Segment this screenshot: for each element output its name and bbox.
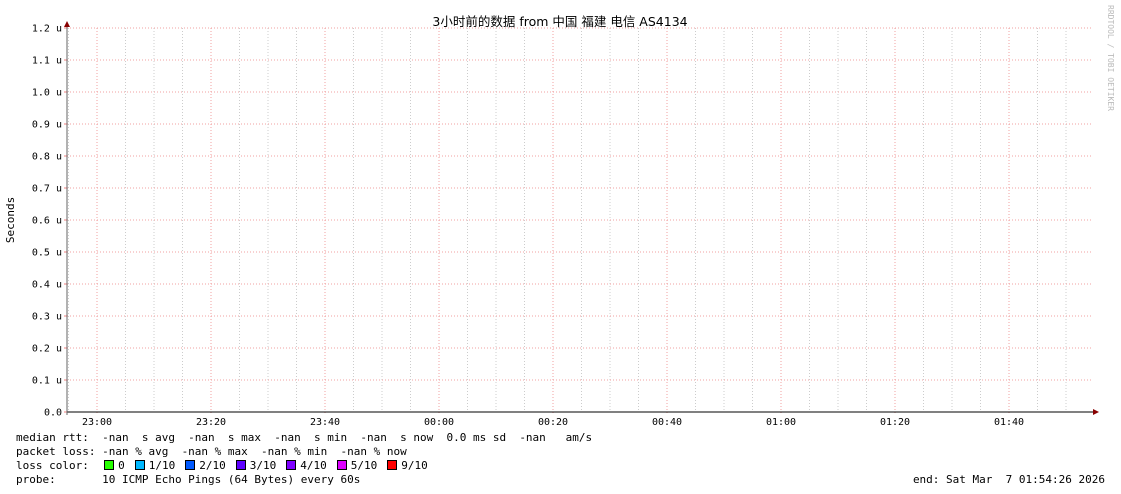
y-tick-label: 0.5 u: [32, 248, 62, 259]
loss-color-item: 0: [102, 459, 125, 472]
loss-color-label: 2/10: [199, 459, 226, 472]
loss-color-item: 4/10: [284, 459, 327, 472]
y-tick-label: 0.4 u: [32, 280, 62, 291]
x-tick-label: 01:00: [766, 417, 796, 428]
legend-probe: probe: 10 ICMP Echo Pings (64 Bytes) eve…: [16, 473, 361, 486]
y-tick-label: 0.7 u: [32, 184, 62, 195]
legend-end-time: end: Sat Mar 7 01:54:26 2026: [912, 473, 1105, 486]
y-tick-label: 0.6 u: [32, 216, 62, 227]
y-axis-arrow: [64, 21, 70, 27]
loss-color-label: 3/10: [249, 459, 277, 472]
rrdtool-watermark: RRDTOOL / TOBI OETIKER: [1106, 5, 1115, 111]
legend-median-rtt: median rtt: -nan s avg -nan s max -nan s…: [16, 431, 593, 444]
y-tick-label: 0.9 u: [32, 120, 62, 131]
y-tick-label: 0.3 u: [32, 312, 62, 323]
y-tick-label: 0.1 u: [32, 376, 62, 387]
loss-color-swatch: [286, 460, 297, 470]
loss-color-swatch: [134, 460, 145, 470]
x-ticks: 23:00 23:20 23:40 00:00 00:20 00:40 01:00 01:20…: [82, 417, 1024, 428]
y-tick-label: 0.8 u: [32, 152, 62, 163]
loss-color-label: 9/10: [401, 459, 428, 472]
x-tick-label: 23:00: [82, 417, 112, 428]
x-tick-label: 01:40: [994, 417, 1024, 428]
y-ticks: 0.0 0.1 u 0.2 u 0.3 u 0.4 u 0.5 u 0.6 u 0.7 u 0.…: [32, 24, 62, 419]
y-tick-label: 1.0 u: [32, 88, 62, 99]
grid: [64, 27, 1093, 415]
loss-color-swatch: [336, 460, 347, 470]
legend-loss-color: loss color: 0 1/10 2/10 3/10 4/10 5/10 9/10: [16, 459, 436, 473]
chart: 0.0 0.1 u 0.2 u 0.3 u 0.4 u 0.5 u 0.6 u 0.7 u 0.…: [4, 5, 1115, 428]
loss-color-swatch: [235, 460, 246, 470]
loss-color-swatch: [104, 460, 115, 470]
loss-color-item: 2/10: [183, 459, 226, 472]
loss-color-swatch: [185, 460, 196, 470]
x-axis-arrow: [1093, 409, 1099, 415]
loss-color-label: 1/10: [148, 459, 176, 472]
loss-color-item: 9/10: [385, 459, 428, 472]
x-tick-label: 23:40: [310, 417, 340, 428]
loss-color-swatch: [387, 460, 398, 470]
loss-color-item: 5/10: [335, 459, 378, 472]
loss-color-label: 4/10: [300, 459, 327, 472]
x-tick-label: 00:00: [424, 417, 454, 428]
y-tick-label: 1.1 u: [32, 56, 62, 67]
legend-packet-loss: packet loss: -nan % avg -nan % max -nan …: [16, 445, 407, 458]
loss-color-label: loss color:: [16, 459, 89, 472]
loss-color-item: 1/10: [133, 459, 176, 472]
loss-color-item: 3/10: [234, 459, 277, 472]
loss-color-label: 5/10: [350, 459, 378, 472]
y-tick-label: 1.2 u: [32, 24, 62, 35]
x-tick-label: 00:20: [538, 417, 568, 428]
y-axis-label: Seconds: [4, 197, 17, 243]
y-tick-label: 0.0: [44, 408, 62, 419]
x-tick-label: 00:40: [652, 417, 682, 428]
loss-color-label: 0: [118, 459, 125, 472]
chart-title: 3小时前的数据 from 中国 福建 电信 AS4134: [432, 14, 687, 29]
y-tick-label: 0.2 u: [32, 344, 62, 355]
x-tick-label: 23:20: [196, 417, 226, 428]
x-tick-label: 01:20: [880, 417, 910, 428]
